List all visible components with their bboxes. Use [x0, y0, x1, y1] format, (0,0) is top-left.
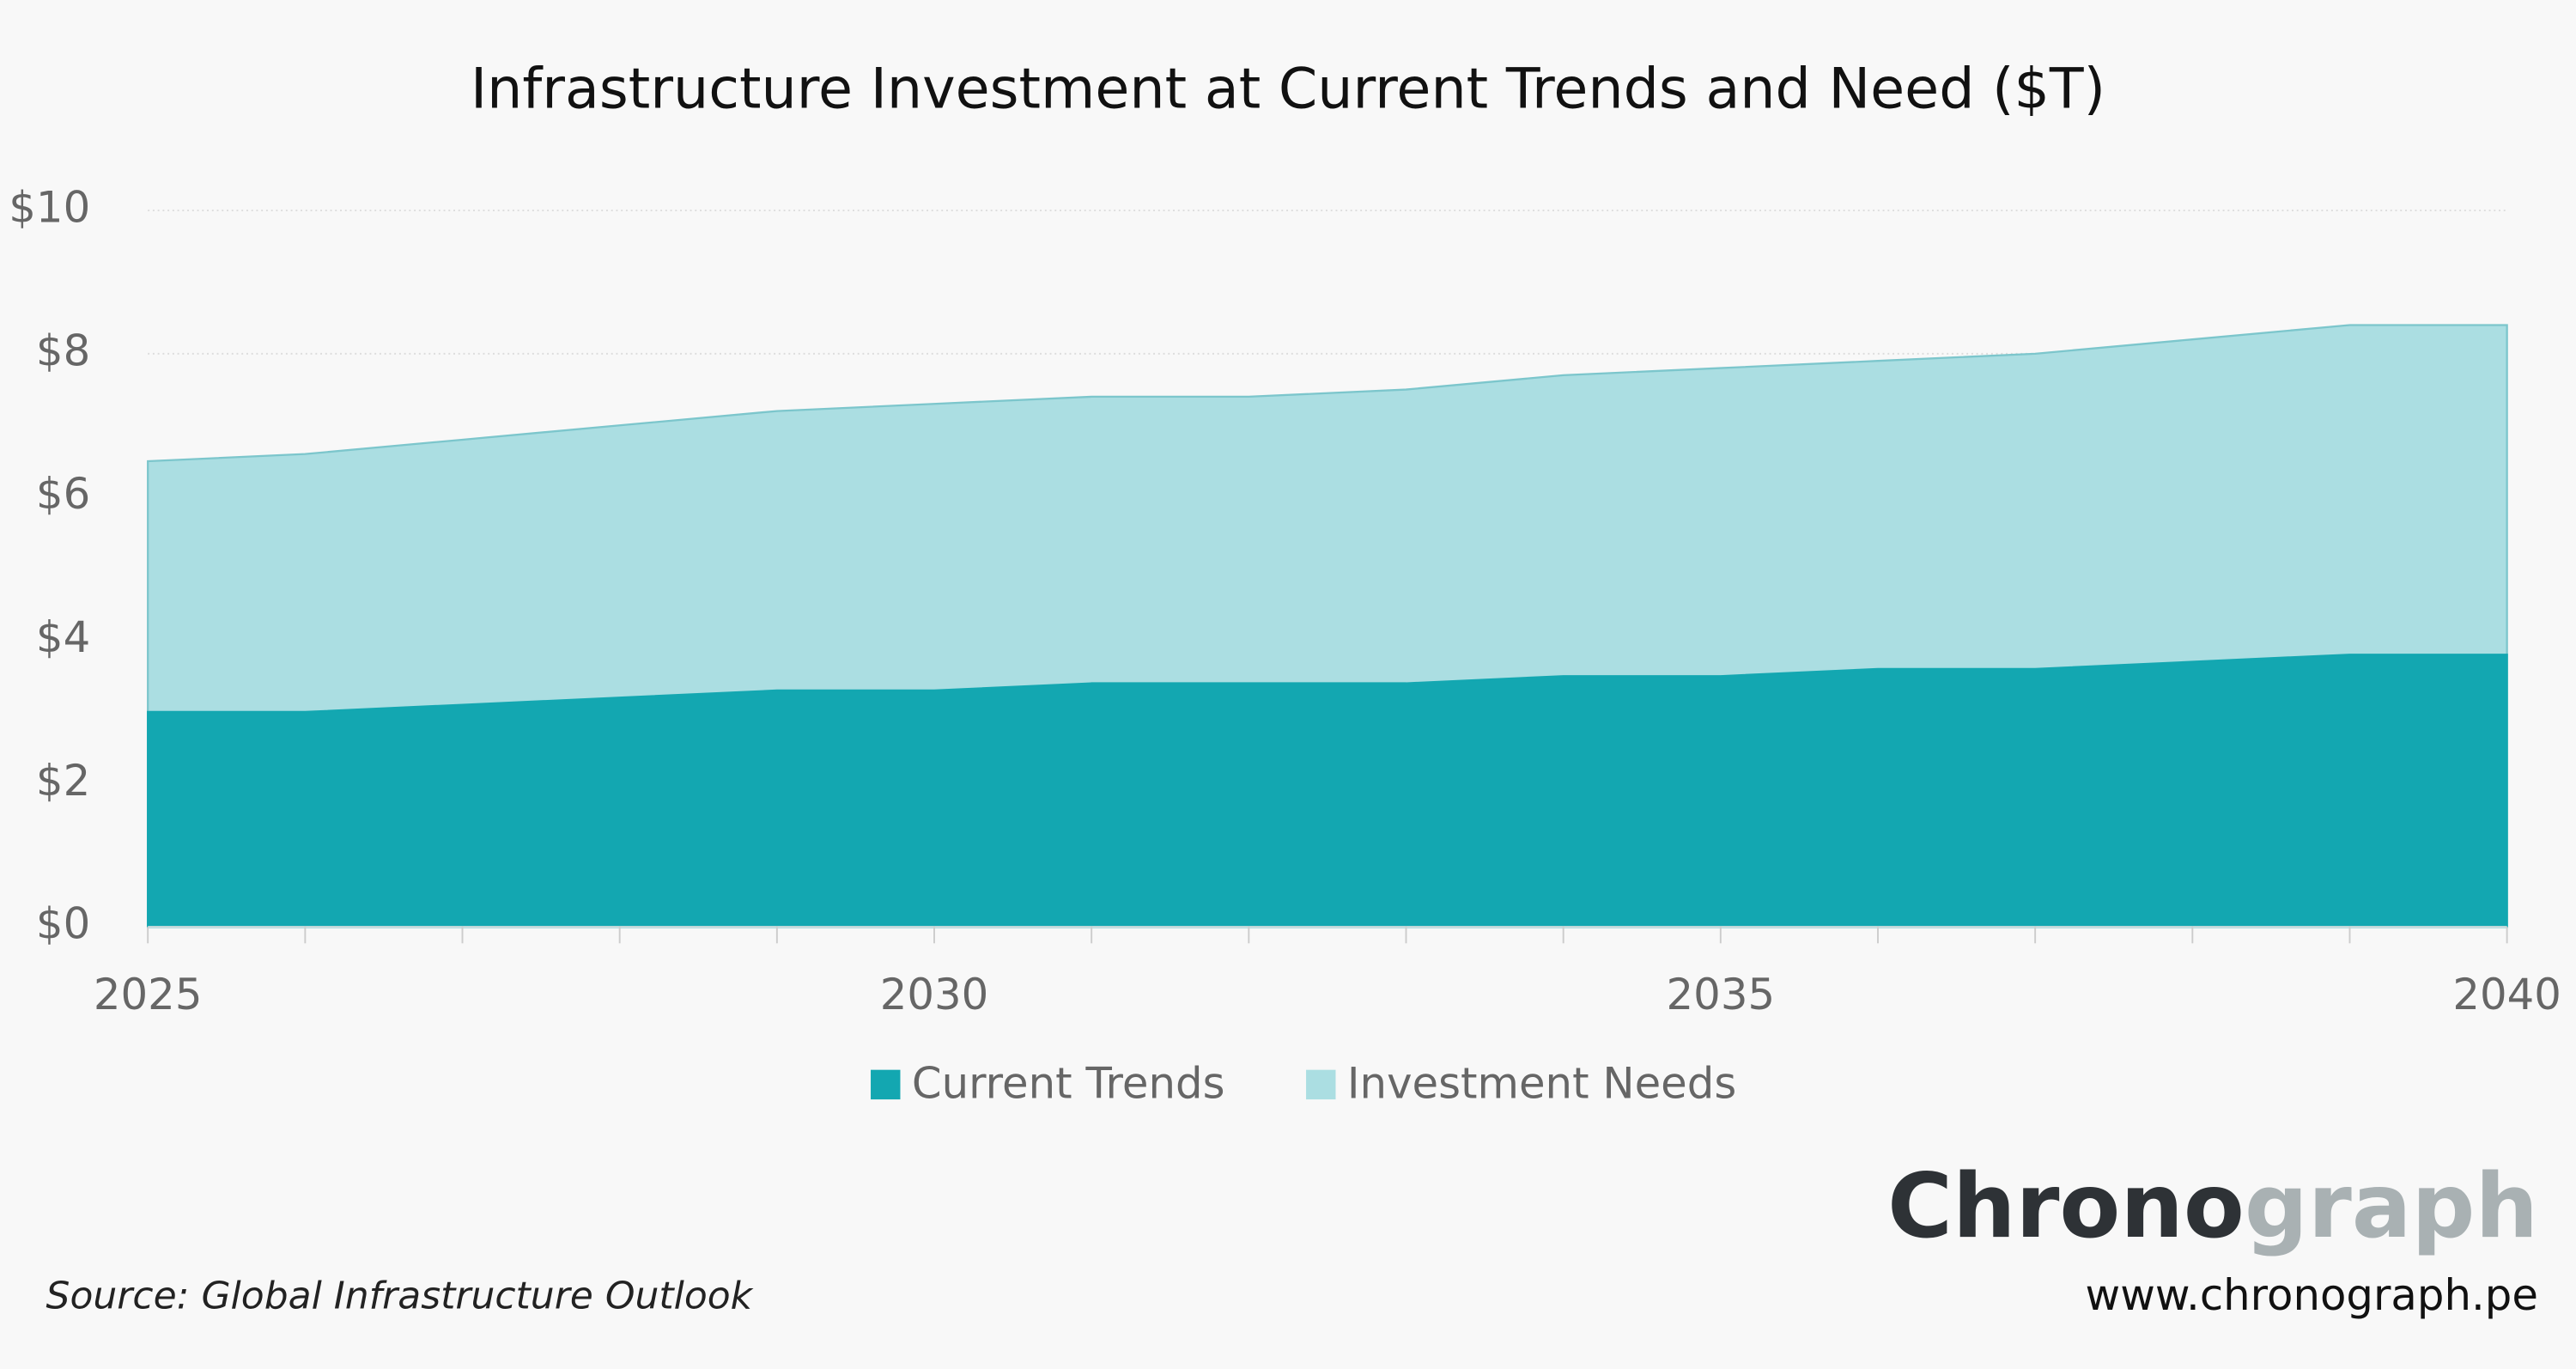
legend-label: Investment Needs: [1347, 1058, 1736, 1108]
y-tick-label: $2: [36, 756, 90, 806]
y-tick-label: $10: [9, 183, 90, 233]
brand: Chronograph: [1887, 1155, 2538, 1258]
x-tick-label: 2040: [2452, 970, 2561, 1019]
website: www.chronograph.pe: [2086, 1270, 2538, 1320]
x-tick-label: 2030: [880, 970, 989, 1019]
legend-label: Current Trends: [912, 1058, 1225, 1108]
y-tick-label: $0: [36, 899, 90, 949]
source: Source: Global Infrastructure Outlook: [46, 1275, 754, 1318]
x-tick-label: 2025: [94, 970, 203, 1019]
y-tick-label: $8: [36, 326, 90, 375]
legend-swatch: [1306, 1069, 1336, 1100]
brand-dark: Chrono: [1887, 1155, 2245, 1258]
legend-swatch: [871, 1069, 901, 1100]
area: [147, 654, 2508, 928]
brand-light: graph: [2245, 1155, 2538, 1258]
y-tick-label: $6: [36, 469, 90, 519]
chart-title: Infrastructure Investment at Current Tre…: [471, 57, 2105, 121]
y-tick-label: $4: [36, 612, 90, 662]
x-tick-label: 2035: [1667, 970, 1776, 1019]
